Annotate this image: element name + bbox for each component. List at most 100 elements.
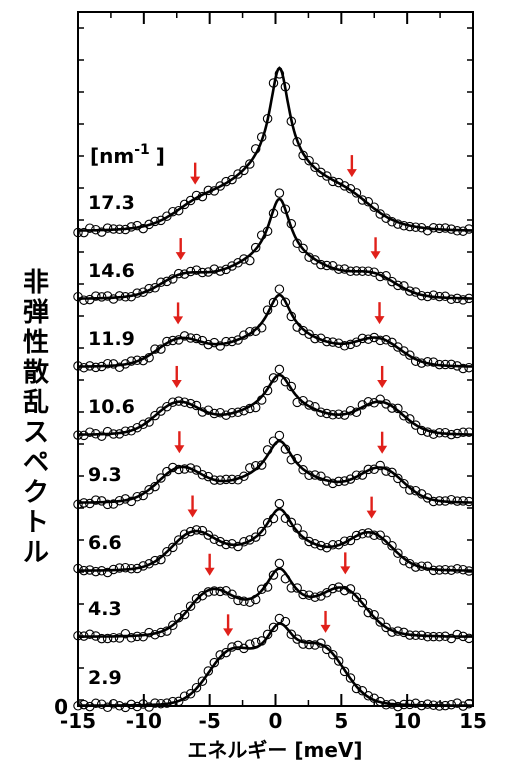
data-point	[351, 188, 362, 198]
data-point	[422, 291, 433, 302]
data-point	[339, 264, 350, 274]
series-label: 6.6	[88, 532, 122, 554]
y-axis-title-char: 乱	[22, 388, 49, 418]
data-point	[339, 341, 350, 351]
peak-arrow-head	[173, 316, 184, 325]
data-point	[280, 616, 291, 627]
data-point	[239, 471, 249, 482]
data-point	[322, 260, 332, 271]
y-axis-title-char: ス	[22, 418, 49, 448]
spectrum-curve	[78, 622, 473, 707]
data-point	[262, 113, 273, 124]
data-point	[239, 537, 249, 547]
data-point	[381, 271, 391, 281]
data-point	[399, 555, 409, 566]
data-point	[375, 271, 385, 282]
data-point	[375, 530, 385, 540]
data-point	[316, 471, 326, 482]
data-point	[345, 339, 356, 350]
data-point	[458, 427, 468, 438]
data-point	[126, 633, 137, 643]
y-axis-title-char: 性	[22, 328, 49, 358]
data-point	[322, 542, 332, 553]
y-axis-title-char: 散	[22, 358, 49, 388]
data-point	[168, 206, 178, 217]
data-point	[405, 286, 415, 296]
data-point	[144, 417, 154, 427]
x-tick-label: 5	[334, 709, 348, 733]
data-point	[434, 631, 445, 642]
data-point	[316, 259, 326, 270]
data-point	[144, 559, 154, 569]
spectrum-curve	[78, 373, 473, 436]
data-point	[381, 700, 391, 710]
data-point	[399, 220, 409, 231]
data-point	[339, 666, 350, 677]
data-point	[150, 410, 160, 421]
data-point	[168, 696, 178, 707]
data-point	[440, 496, 451, 506]
data-point	[446, 429, 457, 440]
data-point	[91, 224, 101, 235]
data-point	[173, 535, 184, 545]
data-point	[203, 267, 214, 277]
data-point	[286, 219, 297, 229]
data-point	[79, 430, 89, 441]
data-point	[286, 311, 297, 322]
data-point	[381, 335, 391, 345]
data-point	[464, 698, 474, 709]
data-point	[446, 294, 457, 305]
data-point	[250, 637, 261, 648]
data-point	[245, 535, 255, 545]
data-point	[114, 563, 125, 573]
data-point	[191, 265, 202, 275]
data-point	[316, 638, 326, 648]
data-point	[102, 358, 113, 369]
data-point	[322, 408, 332, 419]
series-label: 11.9	[88, 328, 135, 350]
series-label: 2.9	[88, 667, 122, 689]
data-point	[351, 407, 362, 418]
data-point	[120, 224, 131, 235]
data-point	[185, 526, 196, 537]
data-point	[428, 631, 439, 642]
data-point	[416, 630, 427, 641]
data-point	[322, 336, 332, 347]
data-point	[114, 291, 125, 301]
data-point	[333, 656, 344, 666]
data-point	[399, 281, 409, 291]
data-point	[262, 582, 273, 592]
data-point	[464, 224, 474, 234]
data-point	[120, 426, 131, 436]
data-point	[464, 427, 474, 437]
data-point	[96, 361, 107, 372]
data-point	[416, 425, 427, 436]
data-point	[138, 561, 148, 571]
data-point	[345, 266, 356, 277]
data-point	[138, 699, 148, 709]
data-point	[286, 583, 297, 593]
data-point	[73, 563, 83, 574]
data-point	[126, 496, 137, 507]
data-point	[345, 535, 356, 546]
data-point	[108, 499, 119, 509]
data-point	[96, 566, 107, 576]
data-point	[387, 217, 397, 227]
data-point	[399, 478, 409, 489]
data-point	[428, 357, 439, 367]
peak-arrow-head	[340, 566, 351, 575]
data-point	[399, 627, 409, 638]
data-point	[209, 186, 220, 196]
data-point	[339, 536, 350, 546]
data-point	[179, 397, 190, 407]
data-point	[91, 291, 101, 301]
data-point	[286, 454, 297, 465]
data-point	[268, 208, 279, 219]
data-point	[452, 428, 462, 439]
data-point	[310, 255, 320, 265]
data-point	[209, 586, 220, 596]
data-point	[298, 150, 308, 161]
data-point	[168, 542, 178, 553]
data-point	[85, 701, 95, 712]
data-point	[363, 691, 374, 701]
